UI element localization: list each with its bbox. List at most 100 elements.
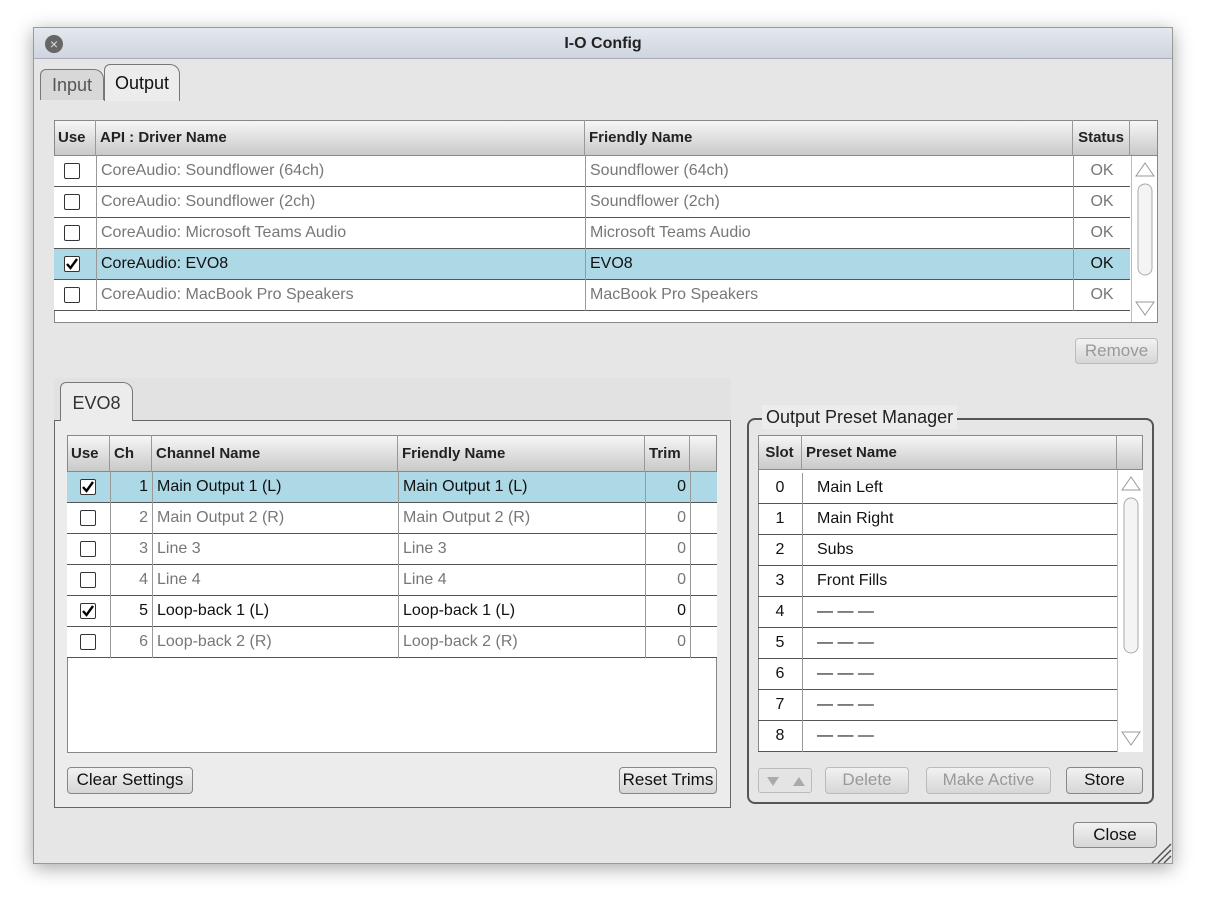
table-cell: CoreAudio: Microsoft Teams Audio bbox=[96, 218, 585, 249]
table-cell: 0 bbox=[645, 534, 690, 565]
button[interactable]: Delete bbox=[825, 767, 909, 794]
button[interactable]: Clear Settings bbox=[67, 767, 193, 794]
resize-grip[interactable] bbox=[1150, 842, 1172, 864]
table-cell: — — — bbox=[802, 597, 1117, 628]
table-row[interactable] bbox=[67, 472, 717, 503]
table-cell: 5 bbox=[110, 596, 152, 627]
close-window-button[interactable]: × bbox=[45, 35, 63, 53]
checkbox[interactable] bbox=[64, 225, 80, 241]
table-cell: 7 bbox=[775, 696, 785, 713]
table-row[interactable] bbox=[758, 473, 1117, 504]
table-cell: Line 4 bbox=[152, 565, 398, 596]
checkbox[interactable] bbox=[80, 603, 96, 619]
table-cell: 3 bbox=[775, 572, 785, 589]
tab[interactable]: Input bbox=[40, 69, 104, 100]
table-row[interactable] bbox=[67, 596, 717, 627]
table-row[interactable] bbox=[54, 156, 1130, 187]
table-cell: 4 bbox=[110, 565, 152, 596]
table-cell: Loop-back 2 (R) bbox=[152, 627, 398, 658]
tab[interactable]: Output bbox=[104, 64, 180, 101]
checkbox[interactable] bbox=[64, 287, 80, 303]
checkbox[interactable] bbox=[80, 479, 96, 495]
table-cell: OK bbox=[1073, 187, 1130, 218]
window-title: I-O Config bbox=[564, 35, 642, 52]
column-header: Preset Name bbox=[802, 435, 1117, 470]
button[interactable]: Reset Trims bbox=[619, 767, 717, 794]
table-row[interactable] bbox=[758, 597, 1117, 628]
table-row[interactable] bbox=[54, 280, 1130, 311]
check-mark bbox=[66, 258, 78, 270]
column-header: Use bbox=[54, 120, 96, 156]
table-cell: Line 4 bbox=[398, 565, 645, 596]
checkbox[interactable] bbox=[64, 256, 80, 272]
table-row[interactable] bbox=[67, 534, 717, 565]
scroll-arrows[interactable] bbox=[1132, 156, 1158, 322]
table-cell: Microsoft Teams Audio bbox=[585, 218, 1073, 249]
header-row bbox=[67, 435, 717, 472]
column-header: Status bbox=[1073, 120, 1130, 156]
button[interactable]: Remove bbox=[1075, 338, 1158, 364]
checkbox[interactable] bbox=[64, 163, 80, 179]
table-cell: Main Output 1 (L) bbox=[398, 472, 645, 503]
table-cell: — — — bbox=[802, 628, 1117, 659]
scrollbar bbox=[1131, 156, 1157, 322]
table-cell: Soundflower (64ch) bbox=[585, 156, 1073, 187]
scrollbar bbox=[1117, 470, 1143, 752]
move-buttons[interactable] bbox=[758, 768, 812, 793]
button[interactable]: Make Active bbox=[926, 767, 1051, 794]
table-cell: 4 bbox=[775, 603, 785, 620]
table-row[interactable] bbox=[758, 535, 1117, 566]
table-cell: Loop-back 1 (L) bbox=[152, 596, 398, 627]
header-row bbox=[758, 435, 1143, 470]
table-cell bbox=[690, 472, 717, 503]
checkbox[interactable] bbox=[80, 572, 96, 588]
table-cell: 0 bbox=[775, 479, 785, 496]
table-row[interactable] bbox=[67, 503, 717, 534]
table-cell: CoreAudio: EVO8 bbox=[96, 249, 585, 280]
preset-table bbox=[758, 435, 1143, 752]
grip-lines bbox=[1151, 843, 1172, 864]
column-header: Ch bbox=[110, 435, 152, 472]
checkbox[interactable] bbox=[80, 510, 96, 526]
checkbox[interactable] bbox=[80, 634, 96, 650]
table-cell bbox=[690, 565, 717, 596]
table-row[interactable] bbox=[758, 721, 1117, 752]
table-cell: Main Right bbox=[802, 504, 1117, 535]
sub-tab-strip bbox=[54, 378, 731, 420]
scroll-arrows[interactable] bbox=[1118, 470, 1144, 752]
table-cell: 0 bbox=[645, 565, 690, 596]
table-row[interactable] bbox=[54, 187, 1130, 218]
checkbox[interactable] bbox=[64, 194, 80, 210]
table-cell: Loop-back 1 (L) bbox=[398, 596, 645, 627]
button[interactable]: Store bbox=[1066, 767, 1143, 794]
table-cell: 5 bbox=[775, 634, 785, 651]
table-row[interactable] bbox=[54, 218, 1130, 249]
sub-tab[interactable]: EVO8 bbox=[60, 382, 133, 421]
table-cell: OK bbox=[1073, 156, 1130, 187]
table-row[interactable] bbox=[54, 249, 1130, 280]
button[interactable]: Close bbox=[1073, 822, 1157, 848]
table-cell bbox=[690, 503, 717, 534]
table-row[interactable] bbox=[67, 627, 717, 658]
table-row[interactable] bbox=[758, 504, 1117, 535]
table-cell: — — — bbox=[802, 659, 1117, 690]
table-row[interactable] bbox=[67, 565, 717, 596]
column-header: Friendly Name bbox=[585, 120, 1073, 156]
table-cell: 0 bbox=[645, 503, 690, 534]
table-row[interactable] bbox=[758, 566, 1117, 597]
table-cell: 1 bbox=[110, 472, 152, 503]
table-cell: — — — bbox=[802, 721, 1117, 752]
table-row[interactable] bbox=[758, 659, 1117, 690]
check-mark bbox=[82, 481, 94, 493]
table-cell bbox=[690, 596, 717, 627]
header-row bbox=[54, 120, 1158, 156]
checkbox[interactable] bbox=[80, 541, 96, 557]
table-cell: 6 bbox=[110, 627, 152, 658]
title-bar: × I-O Config bbox=[34, 28, 1172, 59]
table-row[interactable] bbox=[758, 628, 1117, 659]
table-cell: CoreAudio: Soundflower (2ch) bbox=[96, 187, 585, 218]
table-cell: OK bbox=[1073, 249, 1130, 280]
table-row[interactable] bbox=[758, 690, 1117, 721]
check-mark bbox=[82, 605, 94, 617]
